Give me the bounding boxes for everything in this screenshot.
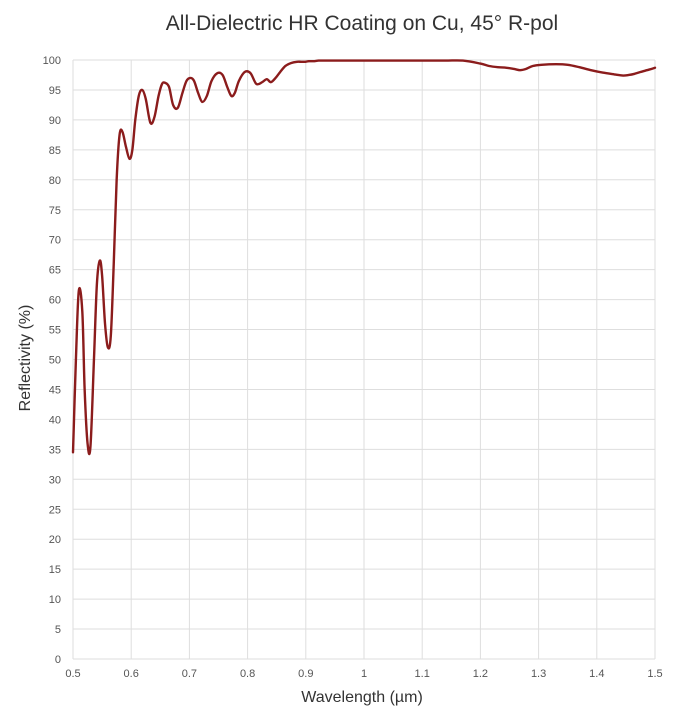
x-tick-label: 0.9 bbox=[298, 668, 313, 680]
y-axis-ticks: 0 5 10 15 20 25 30 35 40 45 50 55 60 65 70 75 80 85 90 95 10… bbox=[43, 55, 61, 666]
series-layer bbox=[71, 59, 657, 456]
x-axis-label: Wavelength (µm) bbox=[301, 689, 423, 706]
y-tick-label: 5 bbox=[55, 624, 61, 636]
y-tick-label: 0 bbox=[55, 654, 61, 666]
series-line bbox=[71, 59, 657, 456]
y-tick-label: 30 bbox=[49, 474, 61, 486]
y-axis-label: Reflectivity (%) bbox=[17, 305, 34, 412]
y-tick-label: 25 bbox=[49, 504, 61, 516]
y-tick-label: 70 bbox=[49, 235, 61, 247]
y-tick-label: 95 bbox=[49, 85, 61, 97]
x-tick-label: 0.5 bbox=[65, 668, 80, 680]
x-axis-ticks: 0.5 0.6 0.7 0.8 0.9 1 1.1 1.2 1.3 1.4 1.5 bbox=[65, 668, 662, 680]
y-tick-label: 65 bbox=[49, 265, 61, 277]
x-tick-label: 0.8 bbox=[240, 668, 255, 680]
x-tick-label: 1.3 bbox=[531, 668, 546, 680]
grid bbox=[72, 59, 656, 660]
y-tick-label: 80 bbox=[49, 175, 61, 187]
y-tick-label: 60 bbox=[49, 295, 61, 307]
x-tick-label: 0.6 bbox=[124, 668, 139, 680]
y-tick-label: 50 bbox=[49, 355, 61, 367]
y-tick-label: 45 bbox=[49, 384, 61, 396]
x-tick-label: 0.7 bbox=[182, 668, 197, 680]
x-tick-label: 1.4 bbox=[589, 668, 604, 680]
x-tick-label: 1.2 bbox=[473, 668, 488, 680]
y-tick-label: 40 bbox=[49, 414, 61, 426]
y-tick-label: 75 bbox=[49, 205, 61, 217]
y-tick-label: 55 bbox=[49, 325, 61, 337]
y-tick-label: 35 bbox=[49, 444, 61, 456]
x-tick-label: 1 bbox=[361, 668, 367, 680]
y-tick-label: 90 bbox=[49, 115, 61, 127]
chart-title: All-Dielectric HR Coating on Cu, 45° R-p… bbox=[166, 12, 558, 35]
x-tick-label: 1.5 bbox=[647, 668, 662, 680]
y-tick-label: 10 bbox=[49, 594, 61, 606]
y-tick-label: 85 bbox=[49, 145, 61, 157]
y-tick-label: 15 bbox=[49, 564, 61, 576]
x-tick-label: 1.1 bbox=[415, 668, 430, 680]
y-tick-label: 100 bbox=[43, 55, 61, 67]
y-tick-label: 20 bbox=[49, 534, 61, 546]
